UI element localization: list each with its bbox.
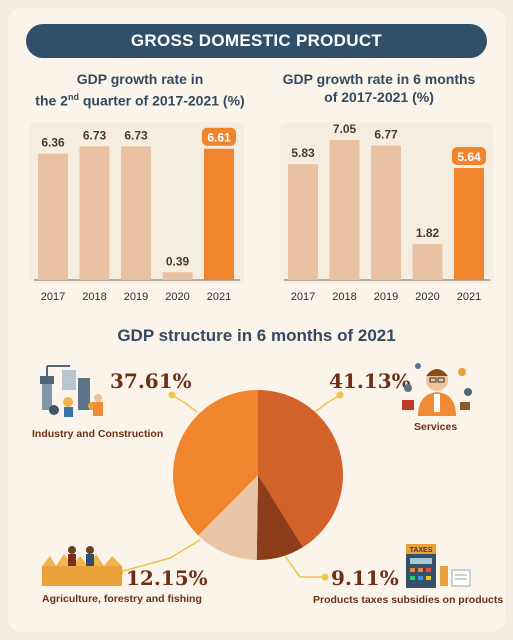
chart2-value-label-2021: 5.64 [457, 150, 481, 164]
chart1-value-label-2018: 6.73 [83, 128, 107, 142]
chart2-bar-2018 [329, 140, 360, 280]
pie-leader-industry [171, 394, 198, 413]
pie-slice-products-taxes-subsidies-on-products [256, 475, 303, 560]
pie-label-services-value: 41.13% [329, 369, 411, 393]
chart2-tick-label-2017: 2017 [291, 291, 315, 303]
pie-leader-dot-taxes [321, 573, 329, 581]
chart1-tick-label-2017: 2017 [41, 291, 65, 303]
pie-label-industry-name: Industry and Construction [32, 428, 164, 440]
chart1-title-line1: GDP growth rate in [76, 71, 204, 87]
pie-leader-services [314, 394, 341, 413]
chart2-bar-2017 [288, 164, 318, 280]
pie-leader-taxes [284, 555, 325, 578]
chart1-bar-2021 [204, 148, 234, 280]
chart1-bar-2019 [121, 146, 151, 280]
chart1-title-line2: the 2nd quarter of 2017-2021 (%) [35, 92, 245, 109]
pie-leader-dot-services [336, 391, 344, 399]
chart2-tick-label-2018: 2018 [332, 291, 356, 303]
chart2-tick-label-2021: 2021 [457, 291, 481, 303]
chart1-title: GDP growth rate in the 2nd quarter of 20… [20, 70, 260, 110]
pie-label-taxes-name: Products taxes subsidies on products [313, 594, 504, 606]
pie-slice-industry-and-construction [172, 390, 258, 536]
pie-title: GDP structure in 6 months of 2021 [117, 326, 396, 345]
chart2-tick-label-2020: 2020 [415, 291, 439, 303]
pie-label-services-name: Services [414, 421, 458, 433]
chart1-value-label-2020: 0.39 [166, 254, 190, 268]
services-person-icon [402, 363, 472, 416]
chart2-value-label-2017: 5.83 [291, 146, 315, 160]
chart2-value-label-2020: 1.82 [416, 226, 440, 240]
chart1-bar-2018 [79, 146, 110, 280]
pie-label-agriculture-value: 12.15% [126, 566, 208, 590]
chart1-tick-label-2018: 2018 [82, 291, 106, 303]
chart1-value-label-2021: 6.61 [207, 131, 231, 145]
pie-leader-dot-industry [168, 391, 176, 399]
chart2-bar-2019 [371, 145, 401, 280]
taxes-calculator-icon: TAXES [406, 544, 471, 588]
chart2-tick-label-2019: 2019 [374, 291, 398, 303]
taxes-sign-text: TAXES [410, 547, 433, 554]
pie-label-taxes-value: 9.11% [331, 566, 399, 590]
pie-label-agriculture-name: Agriculture, forestry and fishing [42, 593, 202, 605]
chart2-value-label-2019: 6.77 [374, 128, 398, 142]
pie-leader-agriculture [119, 539, 201, 573]
pie-label-industry-value: 37.61% [110, 369, 192, 393]
chart2-highlight-badge [452, 147, 486, 165]
chart2-bar-2021 [454, 168, 484, 280]
chart1-tick-label-2021: 2021 [207, 291, 231, 303]
chart2-title-line2: of 2017-2021 (%) [324, 89, 434, 105]
industry-workers-icon [40, 365, 103, 417]
page-title: GROSS DOMESTIC PRODUCT [26, 24, 487, 58]
chart2-bar-2020 [412, 243, 443, 280]
pie-slice-agriculture-forestry-and-fishing [198, 475, 258, 560]
chart1-tick-label-2019: 2019 [124, 291, 148, 303]
chart1-tick-label-2020: 2020 [165, 291, 189, 303]
chart2-value-label-2018: 7.05 [333, 122, 357, 136]
pie-slice-services [258, 390, 343, 548]
chart2-title-line1: GDP growth rate in 6 months [282, 71, 476, 87]
chart2-title: GDP growth rate in 6 months of 2017-2021… [268, 70, 490, 106]
chart1-value-label-2019: 6.73 [124, 128, 148, 142]
chart1-bar-2017 [38, 153, 68, 280]
chart1-value-label-2017: 6.36 [41, 136, 65, 150]
chart1-highlight-badge [202, 127, 236, 146]
farmers-field-icon [42, 546, 122, 586]
chart1-bar-2020 [162, 272, 193, 280]
